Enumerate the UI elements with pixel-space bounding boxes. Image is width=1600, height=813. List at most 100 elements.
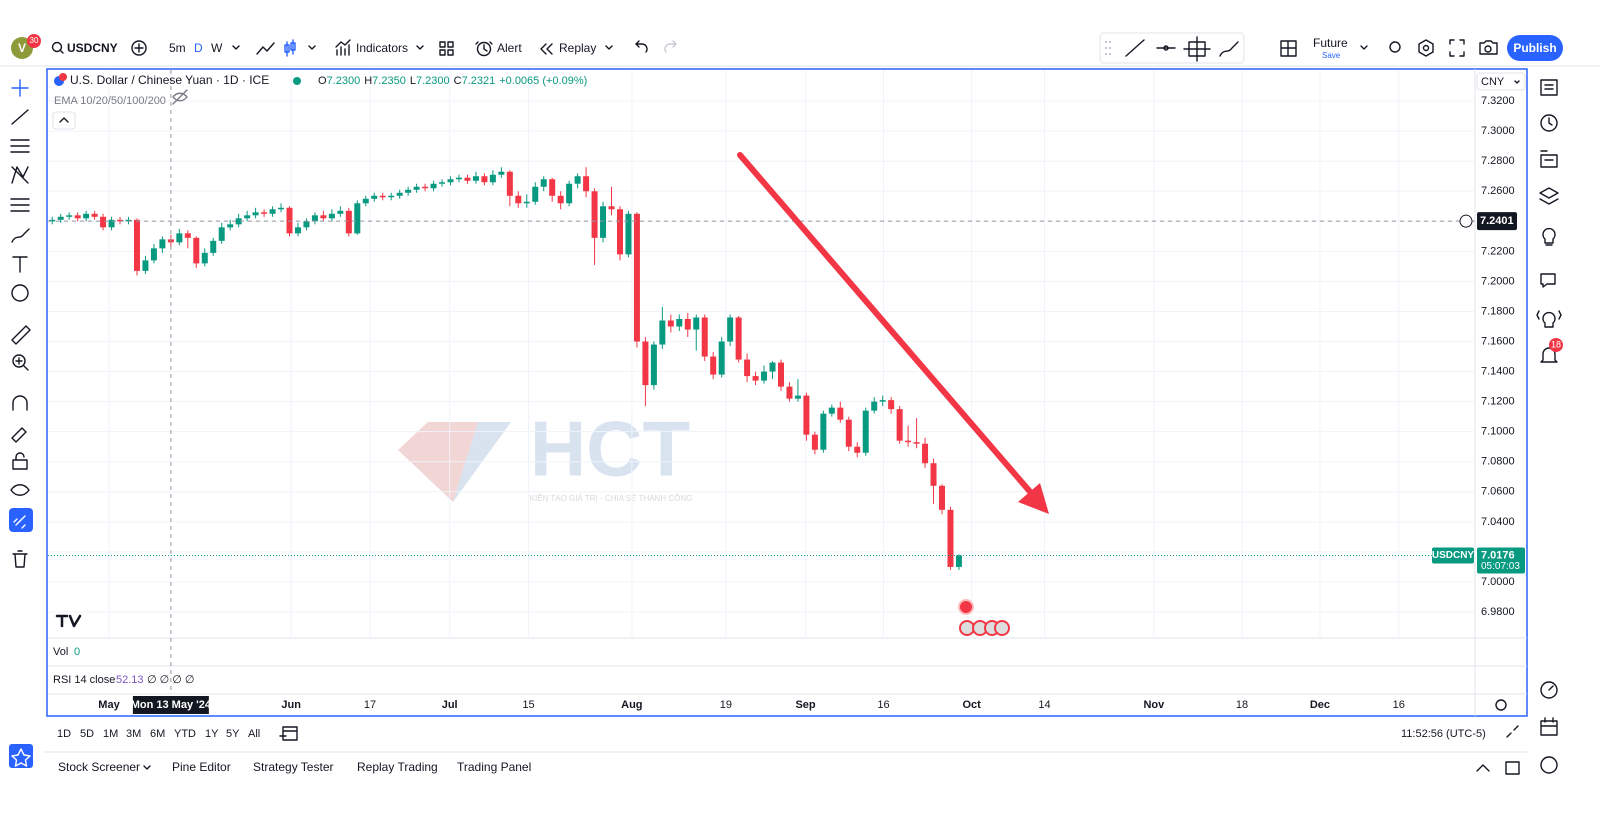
brush-tool[interactable]: [1219, 41, 1239, 57]
range-button[interactable]: 6M: [150, 728, 165, 740]
range-button[interactable]: 1Y: [205, 728, 219, 740]
icon-tool[interactable]: [11, 284, 29, 302]
compare-icon[interactable]: [131, 40, 147, 56]
fullscreen-icon[interactable]: [1449, 39, 1465, 57]
snapshot-icon[interactable]: [1479, 40, 1498, 55]
chevron[interactable]: [143, 765, 151, 770]
news-icon[interactable]: [1540, 150, 1558, 168]
crosshair-price-box: [1477, 212, 1517, 231]
dom-icon[interactable]: [1540, 681, 1558, 699]
publish[interactable]: Publish: [1513, 41, 1556, 55]
lock-tool[interactable]: [12, 452, 28, 470]
trend-line-tool[interactable]: [11, 109, 29, 125]
range-button[interactable]: YTD: [174, 728, 196, 740]
candle-body: [261, 212, 268, 214]
y-tick-label: 7.3200: [1481, 95, 1515, 107]
range-button[interactable]: All: [248, 728, 260, 740]
trend-line-tool[interactable]: [1125, 39, 1145, 57]
streams-icon[interactable]: [1536, 310, 1562, 328]
badge-text: 18: [1551, 339, 1561, 349]
event-marker[interactable]: [958, 599, 974, 615]
range-button[interactable]: 1M: [103, 728, 118, 740]
plot: 6.98007.00007.02007.04007.06007.08007.10…: [48, 70, 1525, 714]
redo-icon[interactable]: [664, 40, 677, 53]
calendar-icon[interactable]: [1540, 717, 1558, 736]
indicators[interactable]: Indicators: [356, 41, 408, 55]
lock-drawing-tool[interactable]: [11, 427, 27, 443]
settings-icon[interactable]: [1418, 39, 1434, 57]
zoom-tool[interactable]: [12, 354, 26, 368]
undo-icon[interactable]: [635, 40, 648, 53]
layout-name[interactable]: Future: [1313, 36, 1348, 50]
goto-date-icon[interactable]: [279, 726, 298, 741]
candle-body: [616, 209, 623, 255]
delete-tool[interactable]: [12, 550, 28, 568]
currency[interactable]: CNY: [1481, 76, 1505, 88]
quick-search-icon[interactable]: [1389, 41, 1401, 53]
interval[interactable]: 5m: [169, 41, 186, 55]
pattern-tool[interactable]: [11, 166, 29, 184]
alert[interactable]: Alert: [497, 41, 522, 55]
range-button[interactable]: 5Y: [226, 728, 240, 740]
range-button[interactable]: 5D: [80, 728, 94, 740]
publish-button[interactable]: [1507, 35, 1563, 61]
expand-icon[interactable]: [1476, 764, 1490, 772]
badge: [1549, 338, 1563, 352]
layers-icon[interactable]: [1539, 187, 1559, 205]
interval[interactable]: W: [211, 41, 223, 55]
hide-icon[interactable]: [172, 89, 188, 105]
maximize-icon[interactable]: [1505, 761, 1520, 775]
interval[interactable]: D: [194, 41, 203, 55]
currency-select[interactable]: [1476, 72, 1526, 91]
crosshair-tool[interactable]: [11, 79, 29, 97]
range-button[interactable]: 3M: [126, 728, 141, 740]
templates-icon[interactable]: [439, 41, 454, 56]
left-toolbar: [9, 79, 33, 768]
chevron[interactable]: [1360, 45, 1368, 50]
event-marker[interactable]: [994, 620, 1010, 636]
y-tick-label: 7.1600: [1481, 335, 1515, 347]
candle-body: [91, 213, 98, 217]
measure-tool[interactable]: [1183, 36, 1211, 62]
alerts-icon[interactable]: [1540, 114, 1558, 132]
x-tick-label: Dec: [1310, 699, 1330, 711]
text-tool[interactable]: [12, 256, 28, 273]
brush-tool[interactable]: [11, 228, 30, 243]
symbol[interactable]: USDCNY: [67, 41, 118, 55]
line-chart-icon[interactable]: [256, 42, 275, 55]
tab[interactable]: Pine Editor: [172, 760, 231, 774]
search-icon[interactable]: [51, 41, 63, 53]
event-marker[interactable]: [959, 620, 975, 636]
replay[interactable]: Replay: [559, 41, 596, 55]
drag-handle[interactable]: [1105, 41, 1111, 55]
watchlist-star-bg[interactable]: [9, 744, 33, 768]
indicators-icon[interactable]: [335, 39, 351, 56]
ideas-icon[interactable]: [1542, 227, 1556, 246]
ruler-tool[interactable]: [11, 325, 31, 345]
axis-settings[interactable]: [1495, 699, 1507, 711]
chevron[interactable]: [232, 45, 613, 50]
tab[interactable]: Replay Trading: [357, 760, 438, 774]
candle-icon[interactable]: [284, 39, 296, 57]
tab[interactable]: Strategy Tester: [253, 760, 333, 774]
adjust-icon[interactable]: [1506, 725, 1519, 738]
chat-icon[interactable]: [1540, 273, 1556, 288]
fib-tool[interactable]: [10, 139, 30, 153]
layout-save[interactable]: Save: [1322, 51, 1341, 60]
tab[interactable]: Stock Screener: [58, 760, 140, 774]
alert-icon[interactable]: [476, 41, 492, 57]
visibility-tool[interactable]: [10, 484, 30, 496]
tab[interactable]: Trading Panel: [457, 760, 531, 774]
collapse-button[interactable]: [52, 111, 76, 130]
watchlist-icon[interactable]: [1540, 79, 1558, 96]
range-button[interactable]: 1D: [57, 728, 71, 740]
x-tick-label: Jun: [281, 699, 301, 711]
magnet-tool[interactable]: [12, 395, 28, 411]
replay-icon[interactable]: [540, 43, 553, 55]
forecast-tool[interactable]: [10, 198, 30, 212]
clock[interactable]: 11:52:56 (UTC-5): [1401, 728, 1486, 740]
ohlc-key: C: [454, 75, 462, 87]
candle-body: [693, 317, 700, 330]
help-icon[interactable]: [1540, 756, 1558, 774]
layout-icon[interactable]: [1280, 40, 1297, 57]
